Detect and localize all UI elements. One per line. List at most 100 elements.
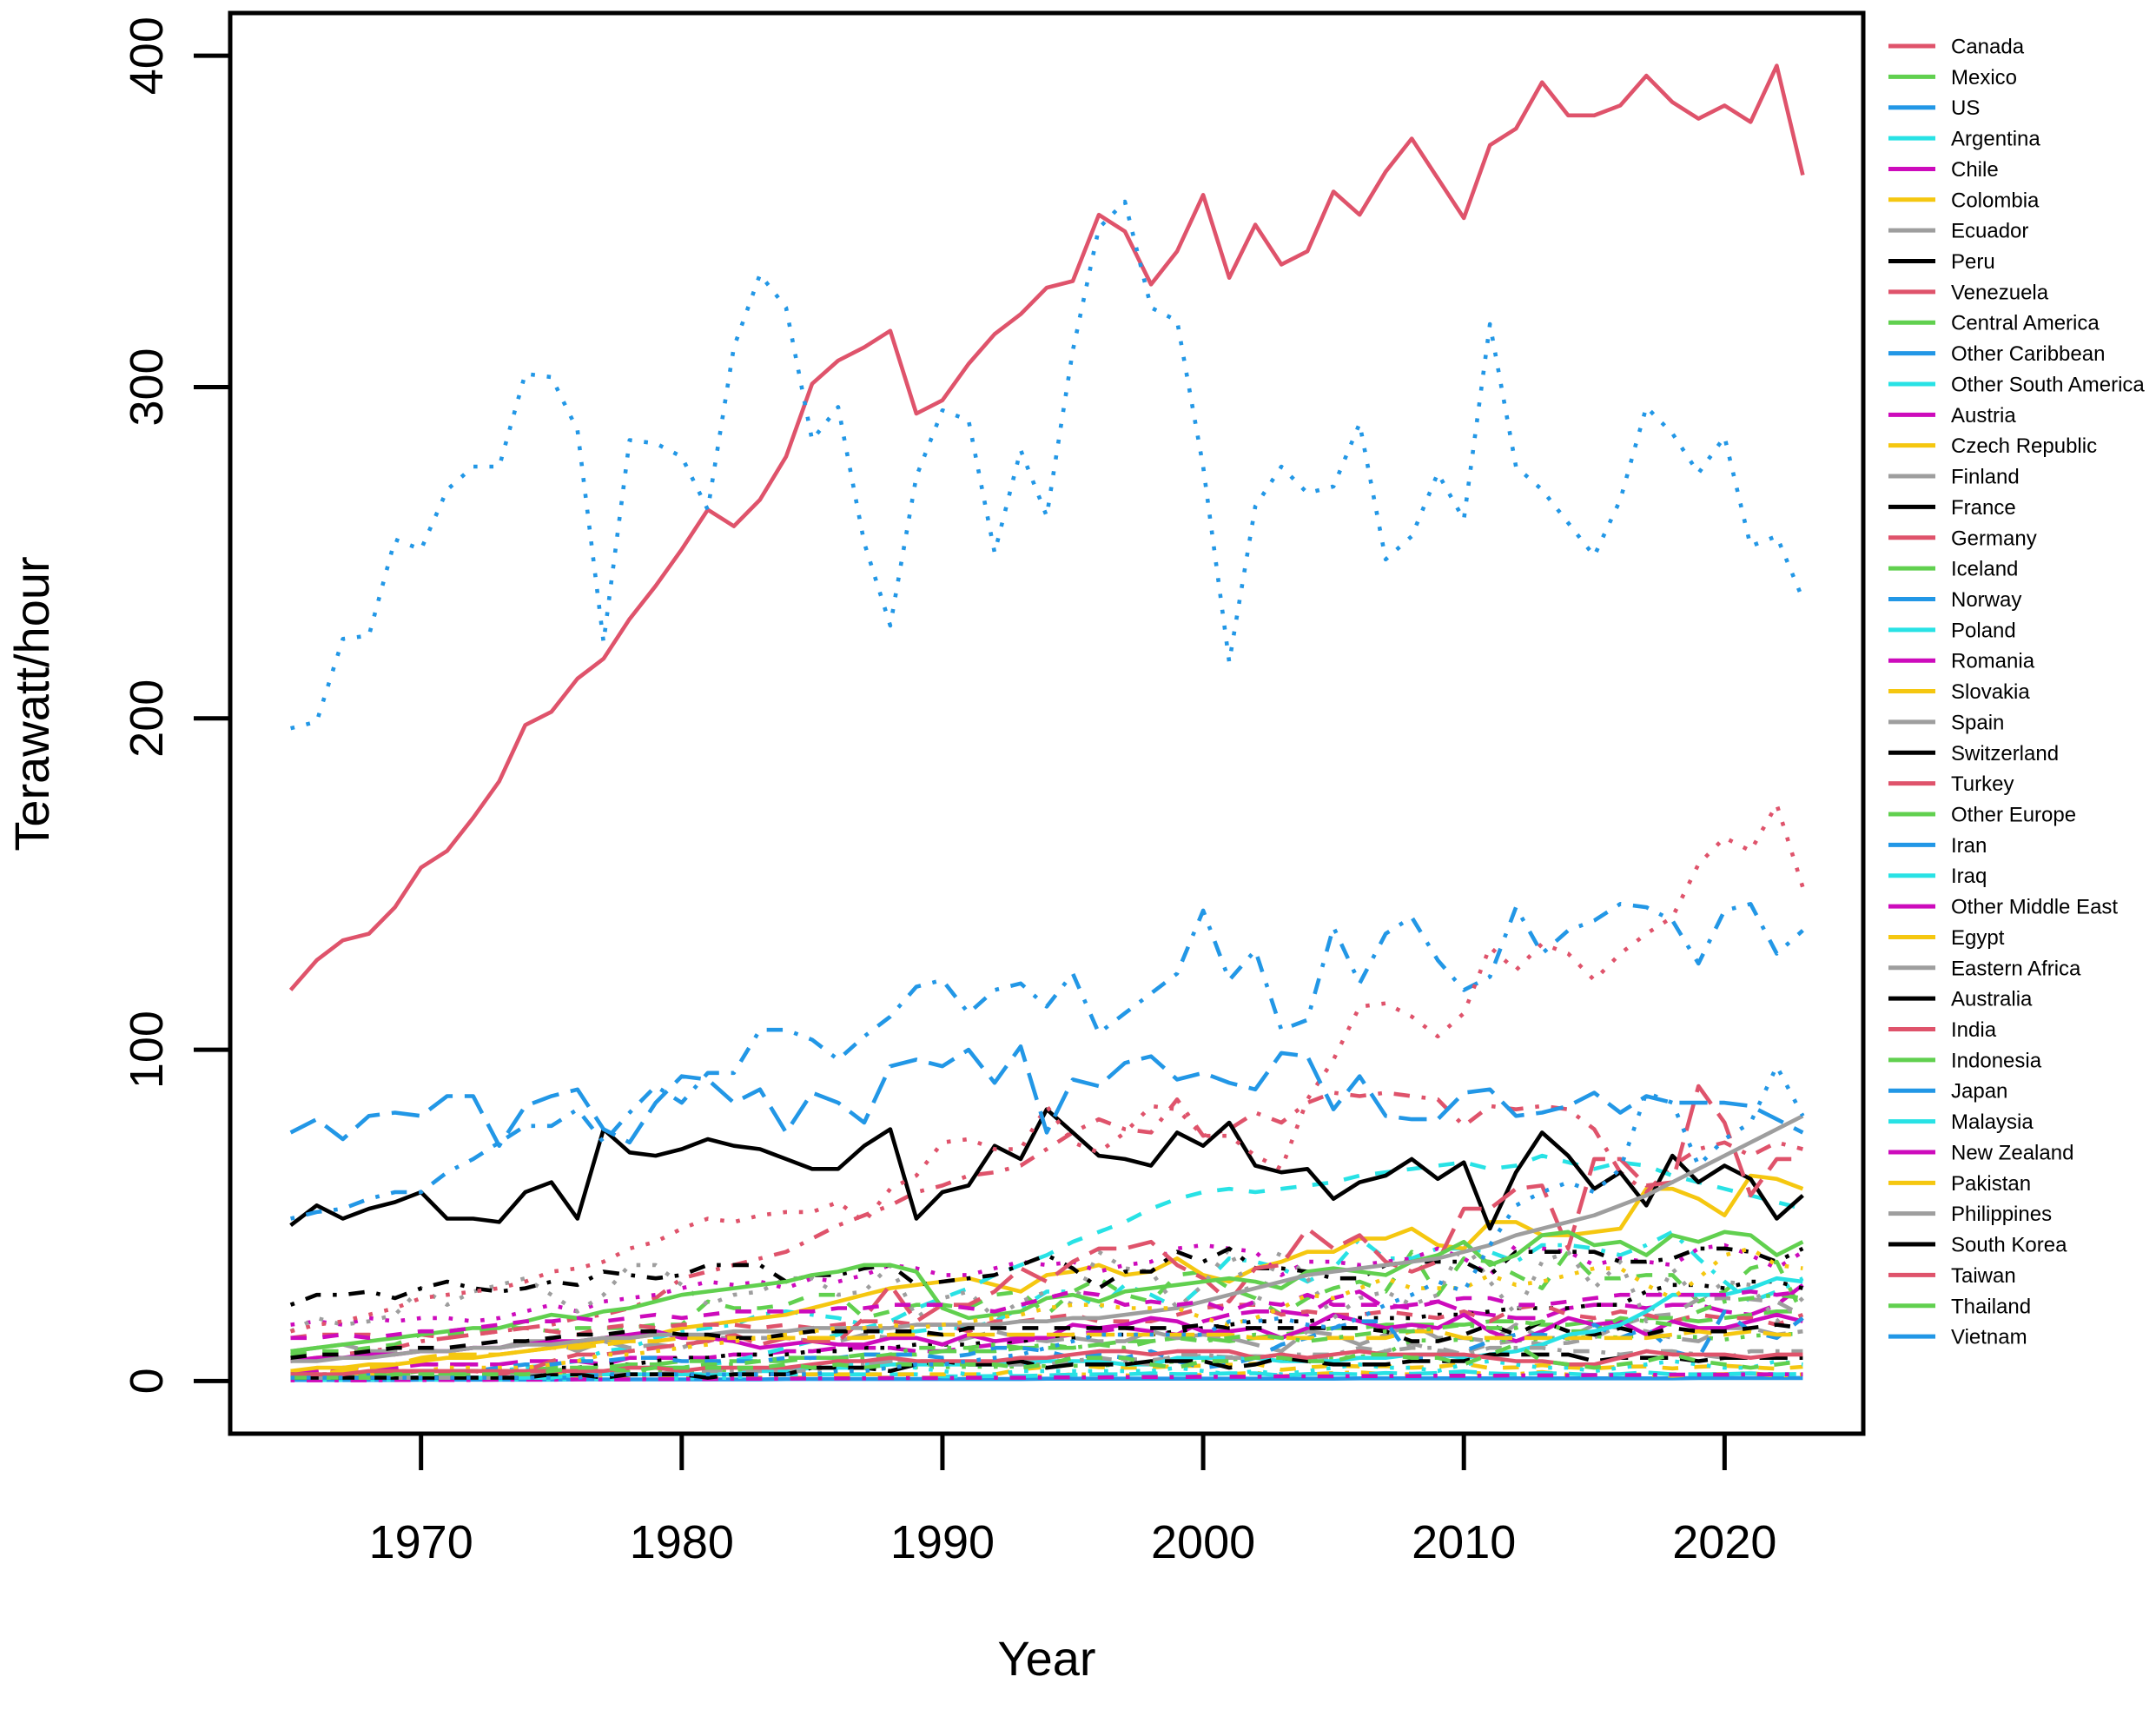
y-tick-label: 100 — [121, 1011, 173, 1089]
series-line-romania — [290, 1312, 1803, 1363]
series-line-us — [290, 199, 1805, 731]
legend-item-romania: Romania — [1888, 650, 2035, 673]
series-line-venezuela — [290, 1090, 1803, 1363]
legend-item-iceland: Iceland — [1888, 558, 2018, 581]
legend-item-india: India — [1888, 1018, 1997, 1042]
legend-item-indonesia: Indonesia — [1888, 1049, 2042, 1072]
legend-label: Spain — [1951, 711, 2004, 734]
x-tick-label: 2010 — [1412, 1516, 1516, 1568]
y-tick-label: 400 — [121, 17, 173, 95]
series-line-other-europe — [290, 1229, 1804, 1354]
series-line-canada — [288, 63, 1805, 991]
legend-label: Malaysia — [1951, 1110, 2034, 1134]
legend-label: South Korea — [1951, 1234, 2067, 1257]
legend-label: Iraq — [1951, 865, 1987, 888]
legend-label: Venezuela — [1951, 281, 2049, 304]
legend: Canada Mexico US Argentina Chile Colombia Ecua… — [1888, 36, 2145, 1349]
legend-label: Poland — [1951, 619, 2016, 642]
legend-item-south-korea: South Korea — [1888, 1234, 2067, 1257]
legend-label: Peru — [1951, 250, 1995, 274]
x-tick-label: 1980 — [630, 1516, 734, 1568]
legend-label: Germany — [1951, 527, 2037, 550]
legend-item-germany: Germany — [1888, 527, 2037, 550]
legend-label: Chile — [1951, 158, 1999, 182]
legend-label: Taiwan — [1951, 1264, 2016, 1288]
legend-item-argentina: Argentina — [1888, 128, 2040, 151]
series-line-other-south-america — [290, 1153, 1803, 1380]
legend-item-philippines: Philippines — [1888, 1203, 2052, 1226]
legend-item-japan: Japan — [1888, 1080, 2007, 1104]
x-tick-label: 2000 — [1151, 1516, 1255, 1568]
legend-item-chile: Chile — [1888, 158, 1999, 182]
series-line-japan — [289, 1044, 1804, 1148]
legend-item-poland: Poland — [1888, 619, 2016, 642]
legend-item-colombia: Colombia — [1888, 189, 2040, 212]
legend-label: India — [1951, 1018, 1997, 1042]
legend-item-slovakia: Slovakia — [1888, 680, 2030, 704]
legend-label: Czech Republic — [1951, 434, 2097, 458]
y-tick-label: 0 — [121, 1368, 173, 1394]
legend-item-iran: Iran — [1888, 834, 1987, 858]
legend-label: Canada — [1951, 36, 2025, 59]
series-line-germany — [290, 1302, 1804, 1341]
legend-item-spain: Spain — [1888, 711, 2004, 734]
legend-label: Australia — [1951, 988, 2033, 1011]
legend-label: Other Europe — [1951, 804, 2076, 827]
legend-label: Philippines — [1951, 1203, 2052, 1226]
legend-item-venezuela: Venezuela — [1888, 281, 2049, 304]
legend-item-canada: Canada — [1888, 36, 2025, 59]
legend-label: Romania — [1951, 650, 2035, 673]
legend-label: Colombia — [1951, 189, 2040, 212]
x-tick-label: 2020 — [1672, 1516, 1776, 1568]
legend-item-malaysia: Malaysia — [1888, 1110, 2034, 1134]
legend-label: Iceland — [1951, 558, 2018, 581]
series-line-malaysia — [290, 1276, 1803, 1380]
legend-item-turkey: Turkey — [1888, 772, 2014, 796]
legend-item-other-caribbean: Other Caribbean — [1888, 342, 2105, 366]
legend-label: Other Middle East — [1951, 896, 2118, 919]
legend-label: Other South America — [1951, 373, 2145, 396]
legend-item-iraq: Iraq — [1888, 865, 1987, 888]
series-line-iraq — [290, 1359, 1803, 1382]
legend-label: Thailand — [1951, 1295, 2031, 1318]
legend-item-new-zealand: New Zealand — [1888, 1141, 2073, 1164]
legend-label: Slovakia — [1951, 680, 2030, 704]
legend-item-other-middle-east: Other Middle East — [1888, 896, 2118, 919]
series-line-egypt — [290, 1329, 1803, 1380]
legend-label: US — [1951, 96, 1980, 120]
legend-label: Indonesia — [1951, 1049, 2042, 1072]
series-line-south-korea — [290, 1352, 1803, 1380]
x-axis: 1970 1980 1990 2000 2010 2020 — [369, 1434, 1776, 1568]
series-line-argentina — [290, 1229, 1804, 1380]
series-line-other-middle-east — [290, 1372, 1803, 1382]
legend-item-mexico: Mexico — [1888, 66, 2017, 89]
y-axis: 0 100 200 300 400 — [121, 17, 230, 1394]
legend-item-australia: Australia — [1888, 988, 2033, 1011]
legend-item-france: France — [1888, 496, 2016, 520]
legend-label: Mexico — [1951, 66, 2017, 89]
legend-label: Eastern Africa — [1951, 957, 2081, 980]
plot-area: 1970 1980 1990 2000 2010 2020 0 100 200 300 400 Y… — [4, 10, 1866, 1686]
legend-label: Pakistan — [1951, 1172, 2031, 1196]
legend-label: Central America — [1951, 312, 2100, 335]
legend-item-finland: Finland — [1888, 466, 2020, 489]
x-tick-label: 1990 — [890, 1516, 995, 1568]
series-lines — [288, 63, 1805, 1382]
legend-item-czech-republic: Czech Republic — [1888, 434, 2097, 458]
legend-label: Iran — [1951, 834, 1987, 858]
series-line-switzerland — [289, 1246, 1804, 1307]
y-tick-label: 200 — [121, 679, 173, 758]
legend-item-central-america: Central America — [1888, 312, 2100, 335]
legend-item-pakistan: Pakistan — [1888, 1172, 2031, 1196]
legend-item-taiwan: Taiwan — [1888, 1264, 2016, 1288]
legend-label: Vietnam — [1951, 1326, 2027, 1349]
legend-label: France — [1951, 496, 2016, 520]
legend-label: New Zealand — [1951, 1141, 2073, 1164]
x-axis-title: Year — [997, 1631, 1095, 1686]
legend-item-vietnam: Vietnam — [1888, 1326, 2027, 1349]
series-line-turkey — [290, 1084, 1803, 1376]
legend-item-egypt: Egypt — [1888, 926, 2005, 950]
legend-item-norway: Norway — [1888, 588, 2021, 612]
